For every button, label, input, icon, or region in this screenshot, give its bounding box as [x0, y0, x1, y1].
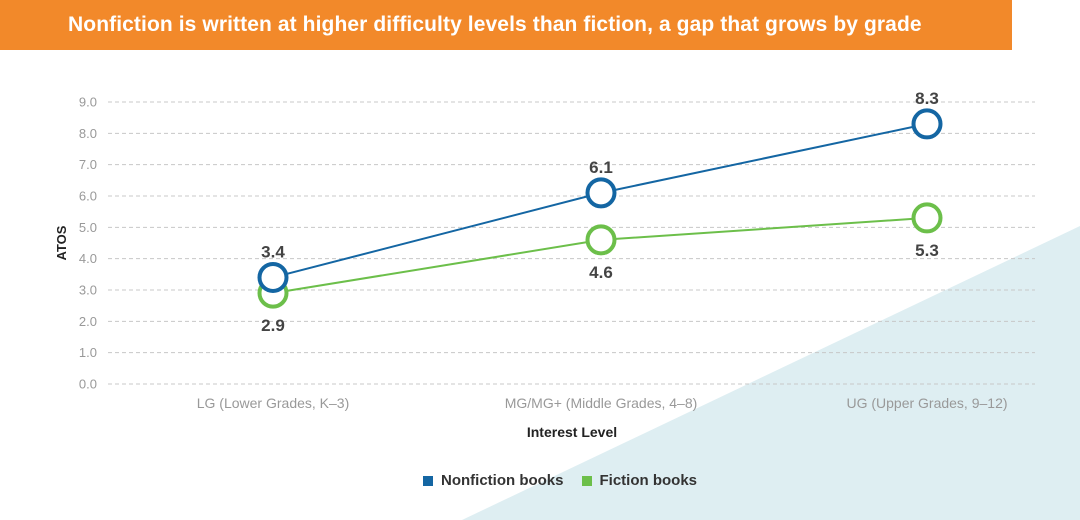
legend-label-fiction: Fiction books: [599, 472, 698, 489]
fiction-data-label: 5.3: [915, 241, 939, 260]
nonfiction-data-label: 8.3: [915, 89, 939, 108]
y-tick-label: 3.0: [79, 283, 97, 298]
fiction-swatch-icon: [581, 475, 592, 486]
line-chart: 0.0 1.0 2.0 3.0 4.0 5.0 6.0 7.0 8.0 9.0 ATOS LG (Lo…: [54, 89, 1035, 440]
x-tick-label: MG/MG+ (Middle Grades, 4–8): [505, 395, 698, 411]
x-tick-label: LG (Lower Grades, K–3): [197, 395, 350, 411]
y-tick-label: 0.0: [79, 377, 97, 392]
y-tick-label: 8.0: [79, 126, 97, 141]
fiction-data-label: 4.6: [589, 263, 613, 282]
y-tick-label: 2.0: [79, 314, 97, 329]
legend-item-fiction: Fiction books: [581, 472, 698, 489]
nonfiction-data-label: 3.4: [261, 242, 285, 261]
y-tick-label: 5.0: [79, 220, 97, 235]
fiction-data-label: 2.9: [261, 316, 285, 335]
x-axis-label: Interest Level: [527, 424, 617, 440]
fiction-point: [911, 202, 943, 234]
y-axis-label: ATOS: [54, 225, 69, 260]
nonfiction-swatch-icon: [423, 475, 433, 486]
nonfiction-point: [585, 177, 617, 209]
nonfiction-point: [911, 108, 943, 140]
legend-item-nonfiction: Nonfiction books: [423, 472, 564, 489]
title-banner: Nonfiction is written at higher difficul…: [0, 0, 1012, 50]
nonfiction-point: [257, 261, 289, 293]
y-tick-label: 4.0: [79, 251, 97, 266]
y-tick-label: 9.0: [79, 95, 97, 110]
legend: Nonfiction books Fiction books: [0, 472, 1080, 489]
y-tick-label: 6.0: [79, 189, 97, 204]
x-tick-label: UG (Upper Grades, 9–12): [846, 395, 1007, 411]
y-tick-label: 7.0: [79, 157, 97, 172]
chart-title: Nonfiction is written at higher difficul…: [68, 13, 922, 36]
legend-label-nonfiction: Nonfiction books: [441, 472, 564, 489]
y-tick-label: 1.0: [79, 345, 97, 360]
fiction-point: [585, 224, 617, 256]
nonfiction-data-label: 6.1: [589, 158, 613, 177]
